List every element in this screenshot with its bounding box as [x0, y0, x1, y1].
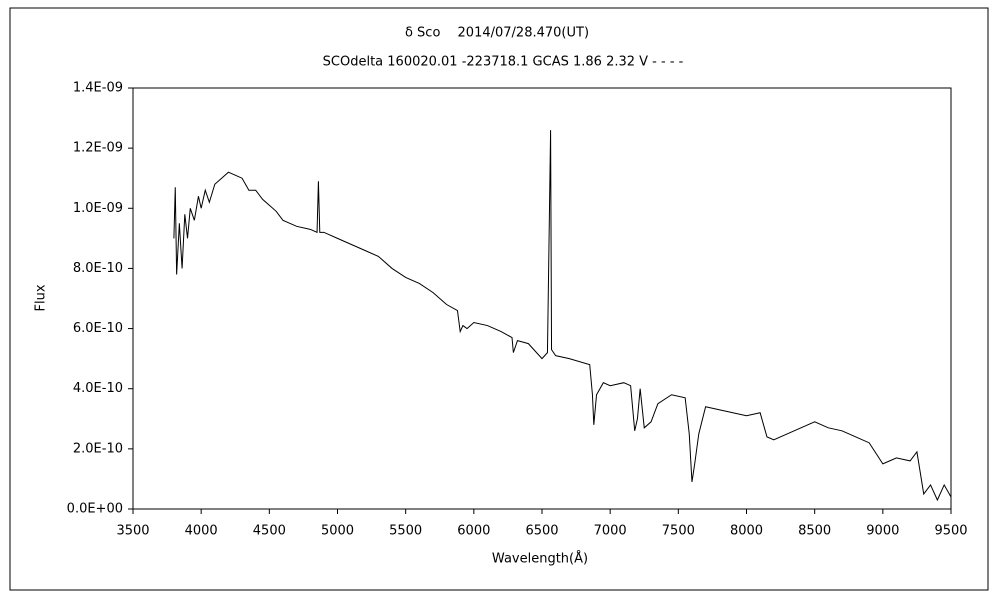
- chart-frame: [9, 7, 989, 591]
- y-tick-label: 1.2E-09: [73, 141, 123, 156]
- y-tick-label: 1.0E-09: [73, 201, 123, 216]
- y-tick-label: 6.0E-10: [73, 321, 123, 336]
- chart-subtitle: SCOdelta 160020.01 -223718.1 GCAS 1.86 2…: [323, 55, 684, 70]
- y-tick-label: 4.0E-10: [73, 381, 123, 396]
- x-tick-label: 9000: [866, 524, 899, 539]
- x-tick-label: 7000: [594, 524, 627, 539]
- x-tick-label: 6500: [525, 524, 558, 539]
- y-tick-label: 0.0E+00: [67, 502, 123, 517]
- x-tick-label: 5000: [321, 524, 354, 539]
- y-axis-label: Flux: [34, 284, 49, 311]
- x-tick-label: 4000: [185, 524, 218, 539]
- x-tick-label: 6000: [457, 524, 490, 539]
- y-tick-label: 1.4E-09: [73, 81, 123, 96]
- x-tick-label: 5500: [389, 524, 422, 539]
- x-tick-label: 9500: [934, 524, 967, 539]
- spectrum-line: [173, 130, 952, 502]
- x-tick-label: 8500: [798, 524, 831, 539]
- y-tick-label: 2.0E-10: [73, 441, 123, 456]
- chart-title: δ Sco 2014/07/28.470(UT): [405, 26, 589, 41]
- x-tick-label: 4500: [253, 524, 286, 539]
- x-tick-label: 7500: [662, 524, 695, 539]
- x-axis-label: Wavelength(Å): [492, 551, 588, 567]
- x-tick-label: 8000: [730, 524, 763, 539]
- y-tick-label: 8.0E-10: [73, 261, 123, 276]
- x-tick-label: 3500: [116, 524, 149, 539]
